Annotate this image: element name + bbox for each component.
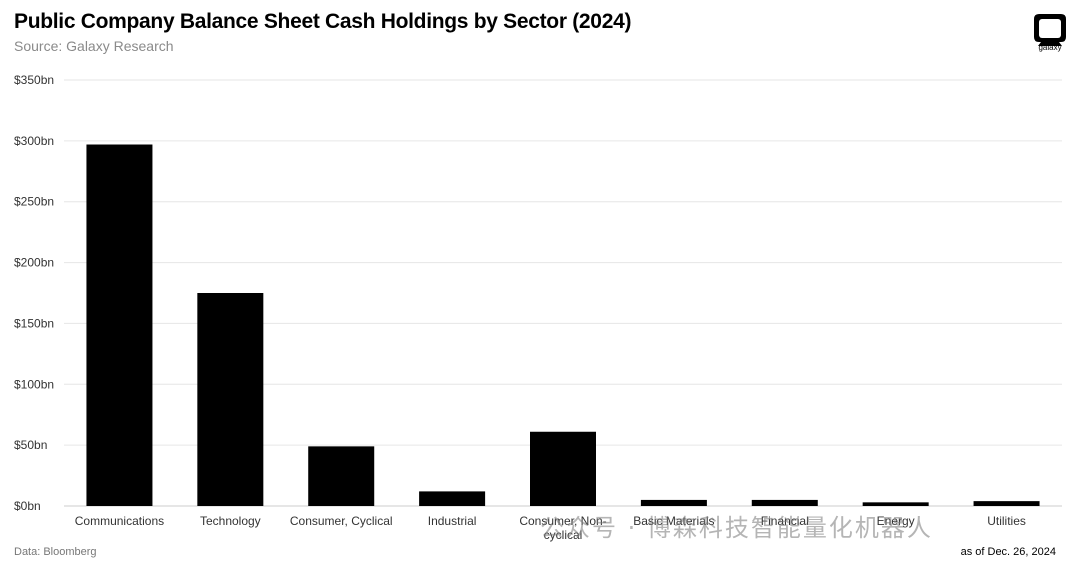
bar-consumer-cyclical xyxy=(308,446,375,506)
bar-energy xyxy=(862,502,929,506)
bar-technology xyxy=(197,293,264,506)
y-tick-label: $200bn xyxy=(14,256,54,270)
bar-consumer-non-cyclical xyxy=(530,431,596,506)
x-category-label: Technology xyxy=(200,514,261,528)
logo-wordmark: galaxy xyxy=(1038,43,1062,52)
bar-communications xyxy=(86,144,153,506)
x-category-label: Communications xyxy=(75,514,164,528)
data-source-note: Data: Bloomberg xyxy=(14,546,97,558)
x-category-label: Consumer, Non- xyxy=(519,514,606,528)
y-tick-label: $350bn xyxy=(14,73,54,87)
bar-basic-materials xyxy=(640,499,707,506)
as-of-date: as of Dec. 26, 2024 xyxy=(960,546,1056,558)
chart-title: Public Company Balance Sheet Cash Holdin… xyxy=(14,10,632,33)
y-tick-label: $50bn xyxy=(14,438,47,452)
bar-financial xyxy=(751,499,818,506)
y-tick-label: $300bn xyxy=(14,134,54,148)
x-category-label: Utilities xyxy=(987,514,1026,528)
y-tick-label: $0bn xyxy=(14,499,41,513)
bar-industrial xyxy=(419,491,486,506)
x-category-label: Financial xyxy=(761,514,809,528)
x-category-label: cyclical xyxy=(544,528,583,542)
y-tick-label: $100bn xyxy=(14,377,54,391)
x-category-label: Consumer, Cyclical xyxy=(290,514,393,528)
x-category-label: Basic Materials xyxy=(633,514,714,528)
x-category-label: Industrial xyxy=(428,514,477,528)
y-tick-label: $150bn xyxy=(14,316,54,330)
x-category-label: Energy xyxy=(877,514,915,528)
watermark-text: 公众号 · 博森科技智能量化机器人 xyxy=(540,514,933,542)
chart-subtitle: Source: Galaxy Research xyxy=(14,38,174,54)
y-tick-label: $250bn xyxy=(14,195,54,209)
galaxy-logo-icon xyxy=(1034,14,1066,46)
bar-utilities xyxy=(973,501,1040,506)
